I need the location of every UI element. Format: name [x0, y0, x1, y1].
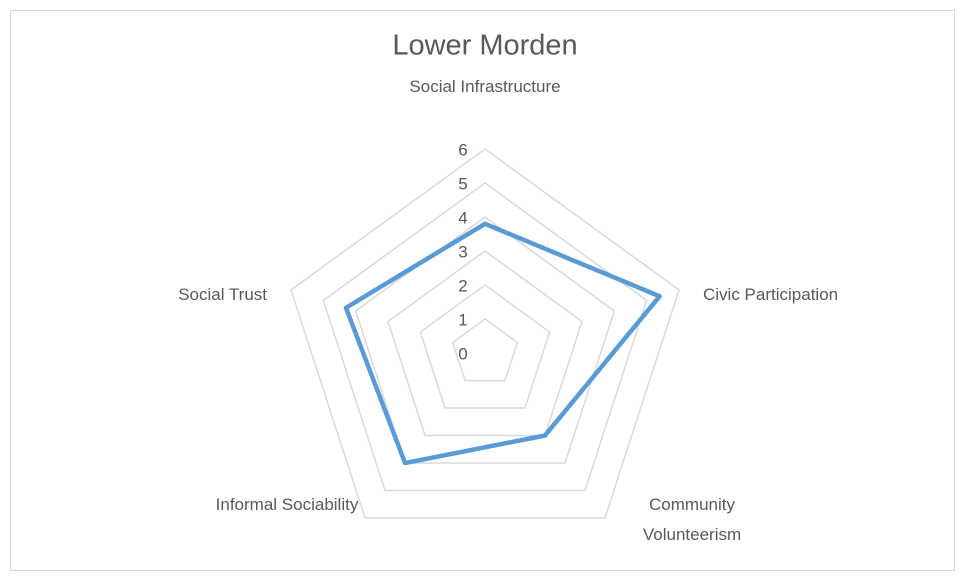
- category-label: Informal Sociability: [215, 495, 359, 514]
- series-line: [343, 221, 662, 466]
- category-label: Social Infrastructure: [409, 77, 561, 96]
- r-tick-label: 0: [458, 344, 467, 363]
- grid-line: [290, 148, 680, 519]
- r-tick-label: 4: [458, 208, 467, 227]
- grid-line: [451, 318, 519, 382]
- r-tick-label: 3: [458, 242, 467, 261]
- r-tick-label: 5: [458, 174, 467, 193]
- r-tick-label: 2: [458, 276, 467, 295]
- category-label: Community Volunteerism: [642, 495, 742, 544]
- category-label: Social Trust: [178, 285, 267, 304]
- category-label: Civic Participation: [703, 285, 839, 304]
- grid-line: [387, 250, 583, 437]
- r-tick-label: 1: [458, 310, 467, 329]
- chart-border: [10, 10, 955, 571]
- r-tick-label: 6: [458, 140, 467, 159]
- grid-line: [419, 284, 551, 409]
- chart-title: Lower Morden: [392, 30, 577, 62]
- grid-line: [354, 216, 616, 464]
